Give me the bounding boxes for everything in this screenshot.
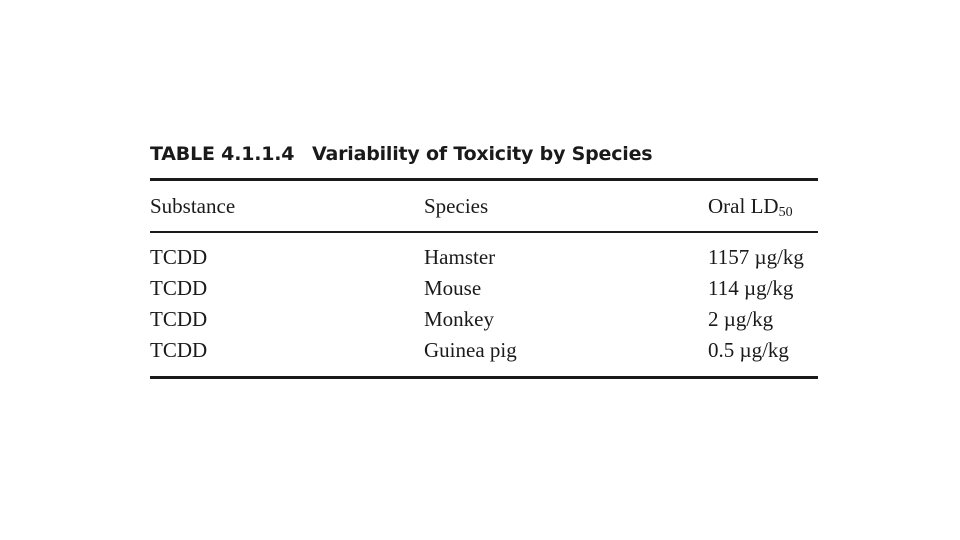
table-body: TCDD Hamster 1157 µg/kg TCDD Mouse 114 µ… <box>150 233 818 366</box>
header-species: Species <box>424 194 489 218</box>
table-caption: TABLE 4.1.1.4 Variability of Toxicity by … <box>150 140 818 168</box>
header-oral-ld50: Oral LD50 <box>708 181 818 231</box>
cell-ld50: 1157 µg/kg <box>708 244 804 269</box>
header-substance: Substance <box>150 194 236 218</box>
header-ld50-label: Oral LD <box>708 194 779 218</box>
cell-substance: TCDD <box>150 275 208 300</box>
cell-species: Monkey <box>424 306 494 331</box>
table-row: TCDD Hamster 1157 µg/kg <box>150 242 818 273</box>
cell-ld50: 114 µg/kg <box>708 275 794 300</box>
top-rule <box>150 178 818 181</box>
cell-substance: TCDD <box>150 306 208 331</box>
cell-substance: TCDD <box>150 244 208 269</box>
table-row: TCDD Guinea pig 0.5 µg/kg <box>150 335 818 366</box>
cell-species: Guinea pig <box>424 337 517 362</box>
cell-ld50: 2 µg/kg <box>708 306 774 331</box>
header-row: Substance Species Oral LD50 <box>150 181 818 231</box>
toxicity-table: TABLE 4.1.1.4 Variability of Toxicity by … <box>150 140 818 379</box>
table-title: Variability of Toxicity by Species <box>312 143 653 165</box>
header-rule <box>150 231 818 233</box>
cell-substance: TCDD <box>150 337 208 362</box>
cell-ld50: 0.5 µg/kg <box>708 337 789 362</box>
bottom-rule <box>150 375 818 379</box>
table-row: TCDD Mouse 114 µg/kg <box>150 273 818 304</box>
table-number: TABLE 4.1.1.4 <box>150 143 295 165</box>
cell-species: Hamster <box>424 244 496 269</box>
cell-species: Mouse <box>424 275 482 300</box>
table-row: TCDD Monkey 2 µg/kg <box>150 304 818 335</box>
header-ld50-subscript: 50 <box>778 205 793 220</box>
